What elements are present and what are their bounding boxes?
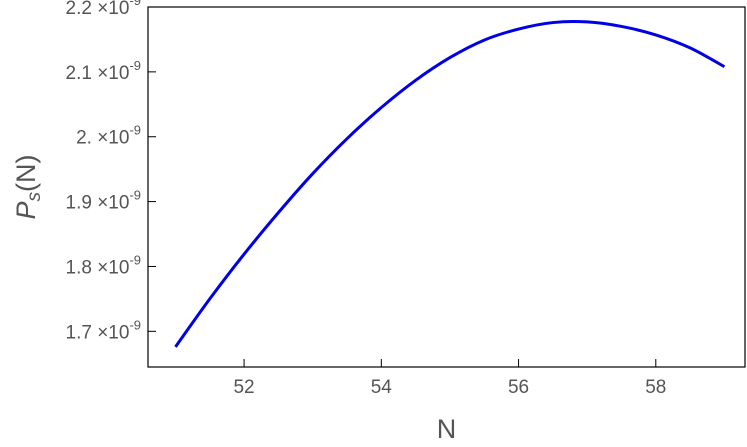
y-tick-label: 2.2 ×10-9 <box>66 0 141 19</box>
y-axis-title-suffix: (N) <box>11 155 41 192</box>
y-axis-title-base: P <box>11 201 41 219</box>
x-axis-title: N <box>437 414 457 444</box>
y-tick-label: 1.8 ×10-9 <box>66 252 141 278</box>
series-layer <box>174 20 726 348</box>
y-axis-title: Ps(N) <box>11 155 45 220</box>
y-tick-label: 1.9 ×10-9 <box>66 188 141 214</box>
x-tick-label: 56 <box>508 377 529 398</box>
y-axis-title-subscript: s <box>24 191 45 201</box>
x-tick-label: 58 <box>645 377 666 398</box>
x-axis: 52 54 56 58 <box>233 359 666 398</box>
y-tick-label: 2.1 ×10-9 <box>66 58 141 84</box>
y-tick-label: 1.7 ×10-9 <box>66 317 141 343</box>
plot-frame <box>147 6 746 368</box>
plot-border <box>147 6 746 368</box>
x-tick-label: 54 <box>371 377 393 398</box>
y-axis: 1.7 ×10-9 1.8 ×10-9 1.9 ×10-9 2. ×10-9 2.1 ×… <box>66 0 156 343</box>
x-tick-label: 52 <box>233 377 254 398</box>
y-tick-label: 2. ×10-9 <box>76 123 141 149</box>
series-line <box>174 20 726 348</box>
